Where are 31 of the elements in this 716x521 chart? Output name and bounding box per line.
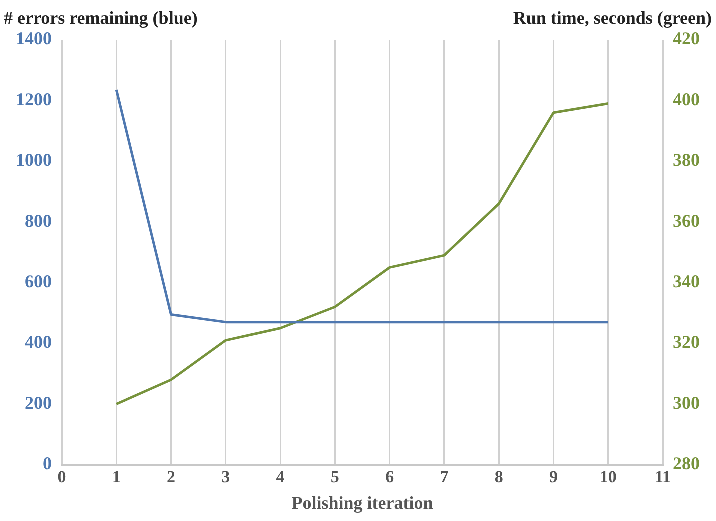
x-tick-label: 5 [330,468,340,487]
x-tick-label: 2 [167,468,176,487]
y2-tick-label: 280 [673,454,700,474]
x-tick-label: 3 [222,468,230,487]
y-tick-label: 800 [25,210,52,231]
x-tick-label: 7 [440,468,450,487]
y-tick-label: 200 [25,392,52,413]
x-axis-title: Polishing iteration [292,492,434,513]
x-tick-label: 11 [654,468,672,487]
y-tick-label: 400 [25,332,52,352]
x-tick-label: 9 [549,468,558,487]
y-tick-label: 1200 [16,89,52,110]
y2-tick-label: 340 [673,272,700,292]
y-tick-label: 1400 [16,28,52,49]
y2-tick-label: 300 [673,392,700,413]
x-tick-label: 10 [600,468,617,487]
y-tick-label: 600 [25,272,52,292]
x-tick-label: 4 [276,468,286,487]
y2-tick-label: 380 [673,150,700,170]
y2-axis-title: Run time, seconds (green) [513,8,712,28]
y2-tick-label: 420 [673,28,700,49]
y2-tick-label: 400 [673,89,700,110]
y-axis-title: # errors remaining (blue) [4,8,198,28]
x-tick-label: 8 [494,468,504,487]
y-tick-label: 0 [43,454,52,474]
x-tick-label: 6 [386,468,394,487]
y-tick-label: 1000 [16,150,52,170]
y2-tick-label: 320 [673,332,700,352]
y2-tick-label: 360 [673,210,700,231]
x-tick-label: 0 [58,468,66,487]
x-tick-label: 1 [112,468,121,487]
